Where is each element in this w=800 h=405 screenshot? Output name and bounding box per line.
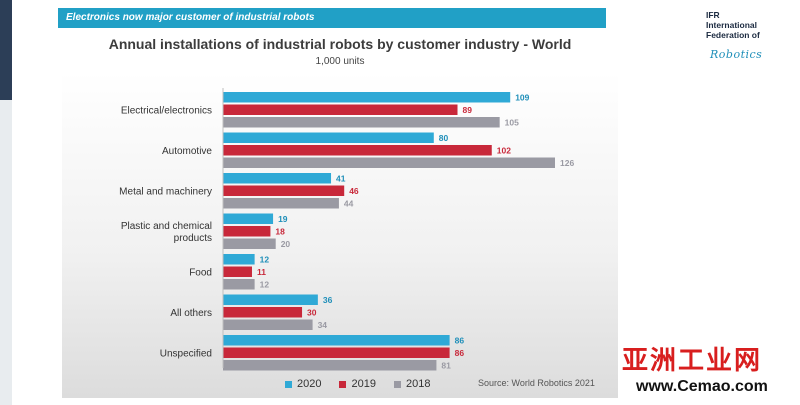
logo-text: IFR International Federation of [706, 10, 760, 40]
legend-label-2020: 2020 [297, 378, 322, 390]
bar-2018 [223, 360, 437, 371]
bar-2019 [223, 226, 271, 237]
ifr-logo: IFR International Federation of Robotics [706, 8, 786, 68]
legend-label-2019: 2019 [351, 378, 376, 390]
value-label-2018: 44 [344, 199, 354, 209]
category-label: Food [189, 267, 212, 278]
value-label-2018: 126 [560, 158, 574, 168]
watermark-bottom: www.Cemao.com [636, 378, 768, 395]
bar-2019 [223, 104, 458, 115]
value-label-2019: 102 [497, 146, 511, 156]
category-label: Electrical/electronics [121, 105, 212, 116]
category-label: Metal and machinery [119, 186, 212, 197]
bar-2019 [223, 185, 345, 196]
category-label: Automotive [162, 146, 212, 157]
category-label: Unspecified [160, 348, 212, 359]
bar-2020 [223, 132, 434, 143]
value-label-2020: 19 [278, 214, 288, 224]
value-label-2020: 12 [260, 255, 270, 265]
category-label: products [174, 233, 212, 244]
slide-banner: Electronics now major customer of indust… [58, 8, 606, 28]
value-label-2020: 109 [515, 93, 529, 103]
value-label-2019: 30 [307, 308, 317, 318]
bar-2019 [223, 307, 303, 318]
legend-swatch-2020 [285, 380, 292, 388]
legend-item-2018: 2018 [393, 378, 431, 390]
category-label: Plastic and chemical [121, 221, 212, 232]
bar-2019 [223, 347, 450, 358]
value-label-2018: 12 [260, 280, 270, 290]
left-accent-dark [0, 0, 12, 100]
legend: 2020 2019 2018 [285, 378, 430, 390]
bar-2018 [223, 319, 313, 330]
category-label: All others [170, 308, 212, 319]
bar-2019 [223, 145, 492, 156]
legend-label-2018: 2018 [405, 378, 431, 390]
left-accent-bar [0, 0, 12, 405]
legend-item-2019: 2019 [339, 378, 376, 390]
chart-subtitle: 1,000 units [315, 56, 365, 67]
value-label-2018: 34 [318, 320, 328, 330]
logo-line-2: International [706, 20, 758, 30]
value-label-2019: 18 [275, 227, 285, 237]
value-label-2019: 86 [455, 348, 465, 358]
bar-2020 [223, 213, 274, 224]
bar-2018 [223, 279, 255, 290]
value-label-2018: 20 [281, 239, 291, 249]
legend-swatch-2019 [339, 380, 347, 388]
bar-2020 [223, 294, 318, 305]
bar-2019 [223, 266, 252, 277]
logo-line-1: IFR [706, 10, 720, 20]
value-label-2019: 11 [257, 267, 266, 277]
value-label-2020: 41 [336, 174, 346, 184]
bar-2020 [223, 254, 255, 265]
bar-2020 [223, 92, 511, 103]
left-accent-light [0, 100, 12, 405]
value-label-2020: 36 [323, 295, 333, 305]
logo-script: Robotics [710, 48, 763, 61]
value-label-2019: 46 [349, 186, 359, 196]
watermark-top: 亚洲工业网 [622, 346, 763, 376]
bar-2018 [223, 157, 555, 168]
bar-2020 [223, 335, 450, 346]
value-label-2018: 105 [505, 118, 519, 128]
bar-2018 [223, 198, 339, 209]
watermark: 亚洲工业网 www.Cemao.com [622, 340, 798, 400]
chart-title: Annual installations of industrial robot… [108, 36, 572, 52]
bar-2018 [223, 238, 276, 249]
value-label-2020: 86 [455, 336, 465, 346]
bar-2020 [223, 173, 332, 184]
value-label-2019: 89 [463, 105, 473, 115]
legend-swatch-2018 [393, 380, 401, 388]
value-label-2020: 80 [439, 133, 449, 143]
legend-item-2020: 2020 [285, 378, 321, 390]
logo-line-3: Federation of [706, 30, 760, 40]
chart-source: Source: World Robotics 2021 [478, 378, 595, 388]
value-label-2018: 81 [441, 361, 451, 371]
bar-2018 [223, 117, 500, 128]
